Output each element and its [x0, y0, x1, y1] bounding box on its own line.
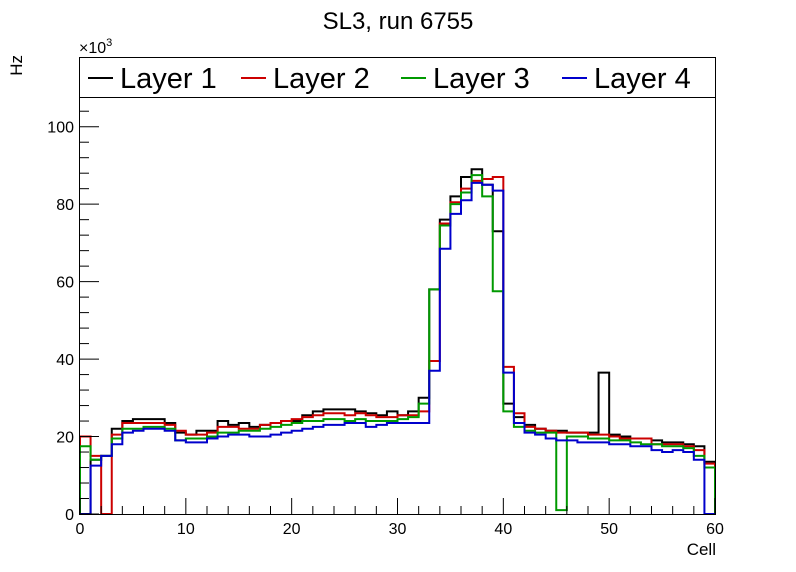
x-tick-label: 10 [177, 521, 195, 538]
legend-label-layer-1: Layer 1 [120, 63, 217, 95]
y-exponent-power: 3 [106, 37, 112, 49]
y-exponent: ×103 [79, 37, 112, 57]
x-axis-label: Cell [687, 540, 716, 559]
y-exponent-base: ×10 [79, 40, 106, 57]
legend-items: Layer 1 Layer 2 Layer 3 Layer 4 [88, 63, 691, 95]
x-tick-label: 0 [76, 521, 85, 538]
x-tick-label: 20 [283, 521, 301, 538]
y-tick-label: 60 [56, 275, 74, 292]
y-tick-label: 80 [56, 197, 74, 214]
legend: Layer 1 Layer 2 Layer 3 Layer 4 [79, 57, 716, 98]
legend-label-layer-3: Layer 3 [433, 63, 530, 95]
legend-label-layer-4: Layer 4 [594, 63, 691, 95]
y-axis-label: Hz [7, 55, 26, 76]
y-tick-label: 20 [56, 430, 74, 447]
x-tick-label: 30 [389, 521, 407, 538]
x-tick-label: 60 [706, 521, 724, 538]
series-layer [79, 168, 716, 515]
series-line-layer-4 [80, 181, 715, 515]
legend-box [79, 57, 716, 98]
chart-title: SL3, run 6755 [323, 8, 474, 35]
x-tick-label: 50 [600, 521, 618, 538]
y-tick-label: 100 [47, 120, 74, 137]
y-tick-label: 40 [56, 352, 74, 369]
axis-tick-labels: 0 10 20 30 40 50 60 0 20 40 60 80 100 [47, 120, 724, 538]
x-tick-label: 40 [494, 521, 512, 538]
y-tick-label: 0 [65, 507, 74, 524]
series-line-layer-2 [79, 176, 716, 515]
axis-ticks [79, 64, 716, 515]
legend-label-layer-2: Layer 2 [273, 63, 370, 95]
